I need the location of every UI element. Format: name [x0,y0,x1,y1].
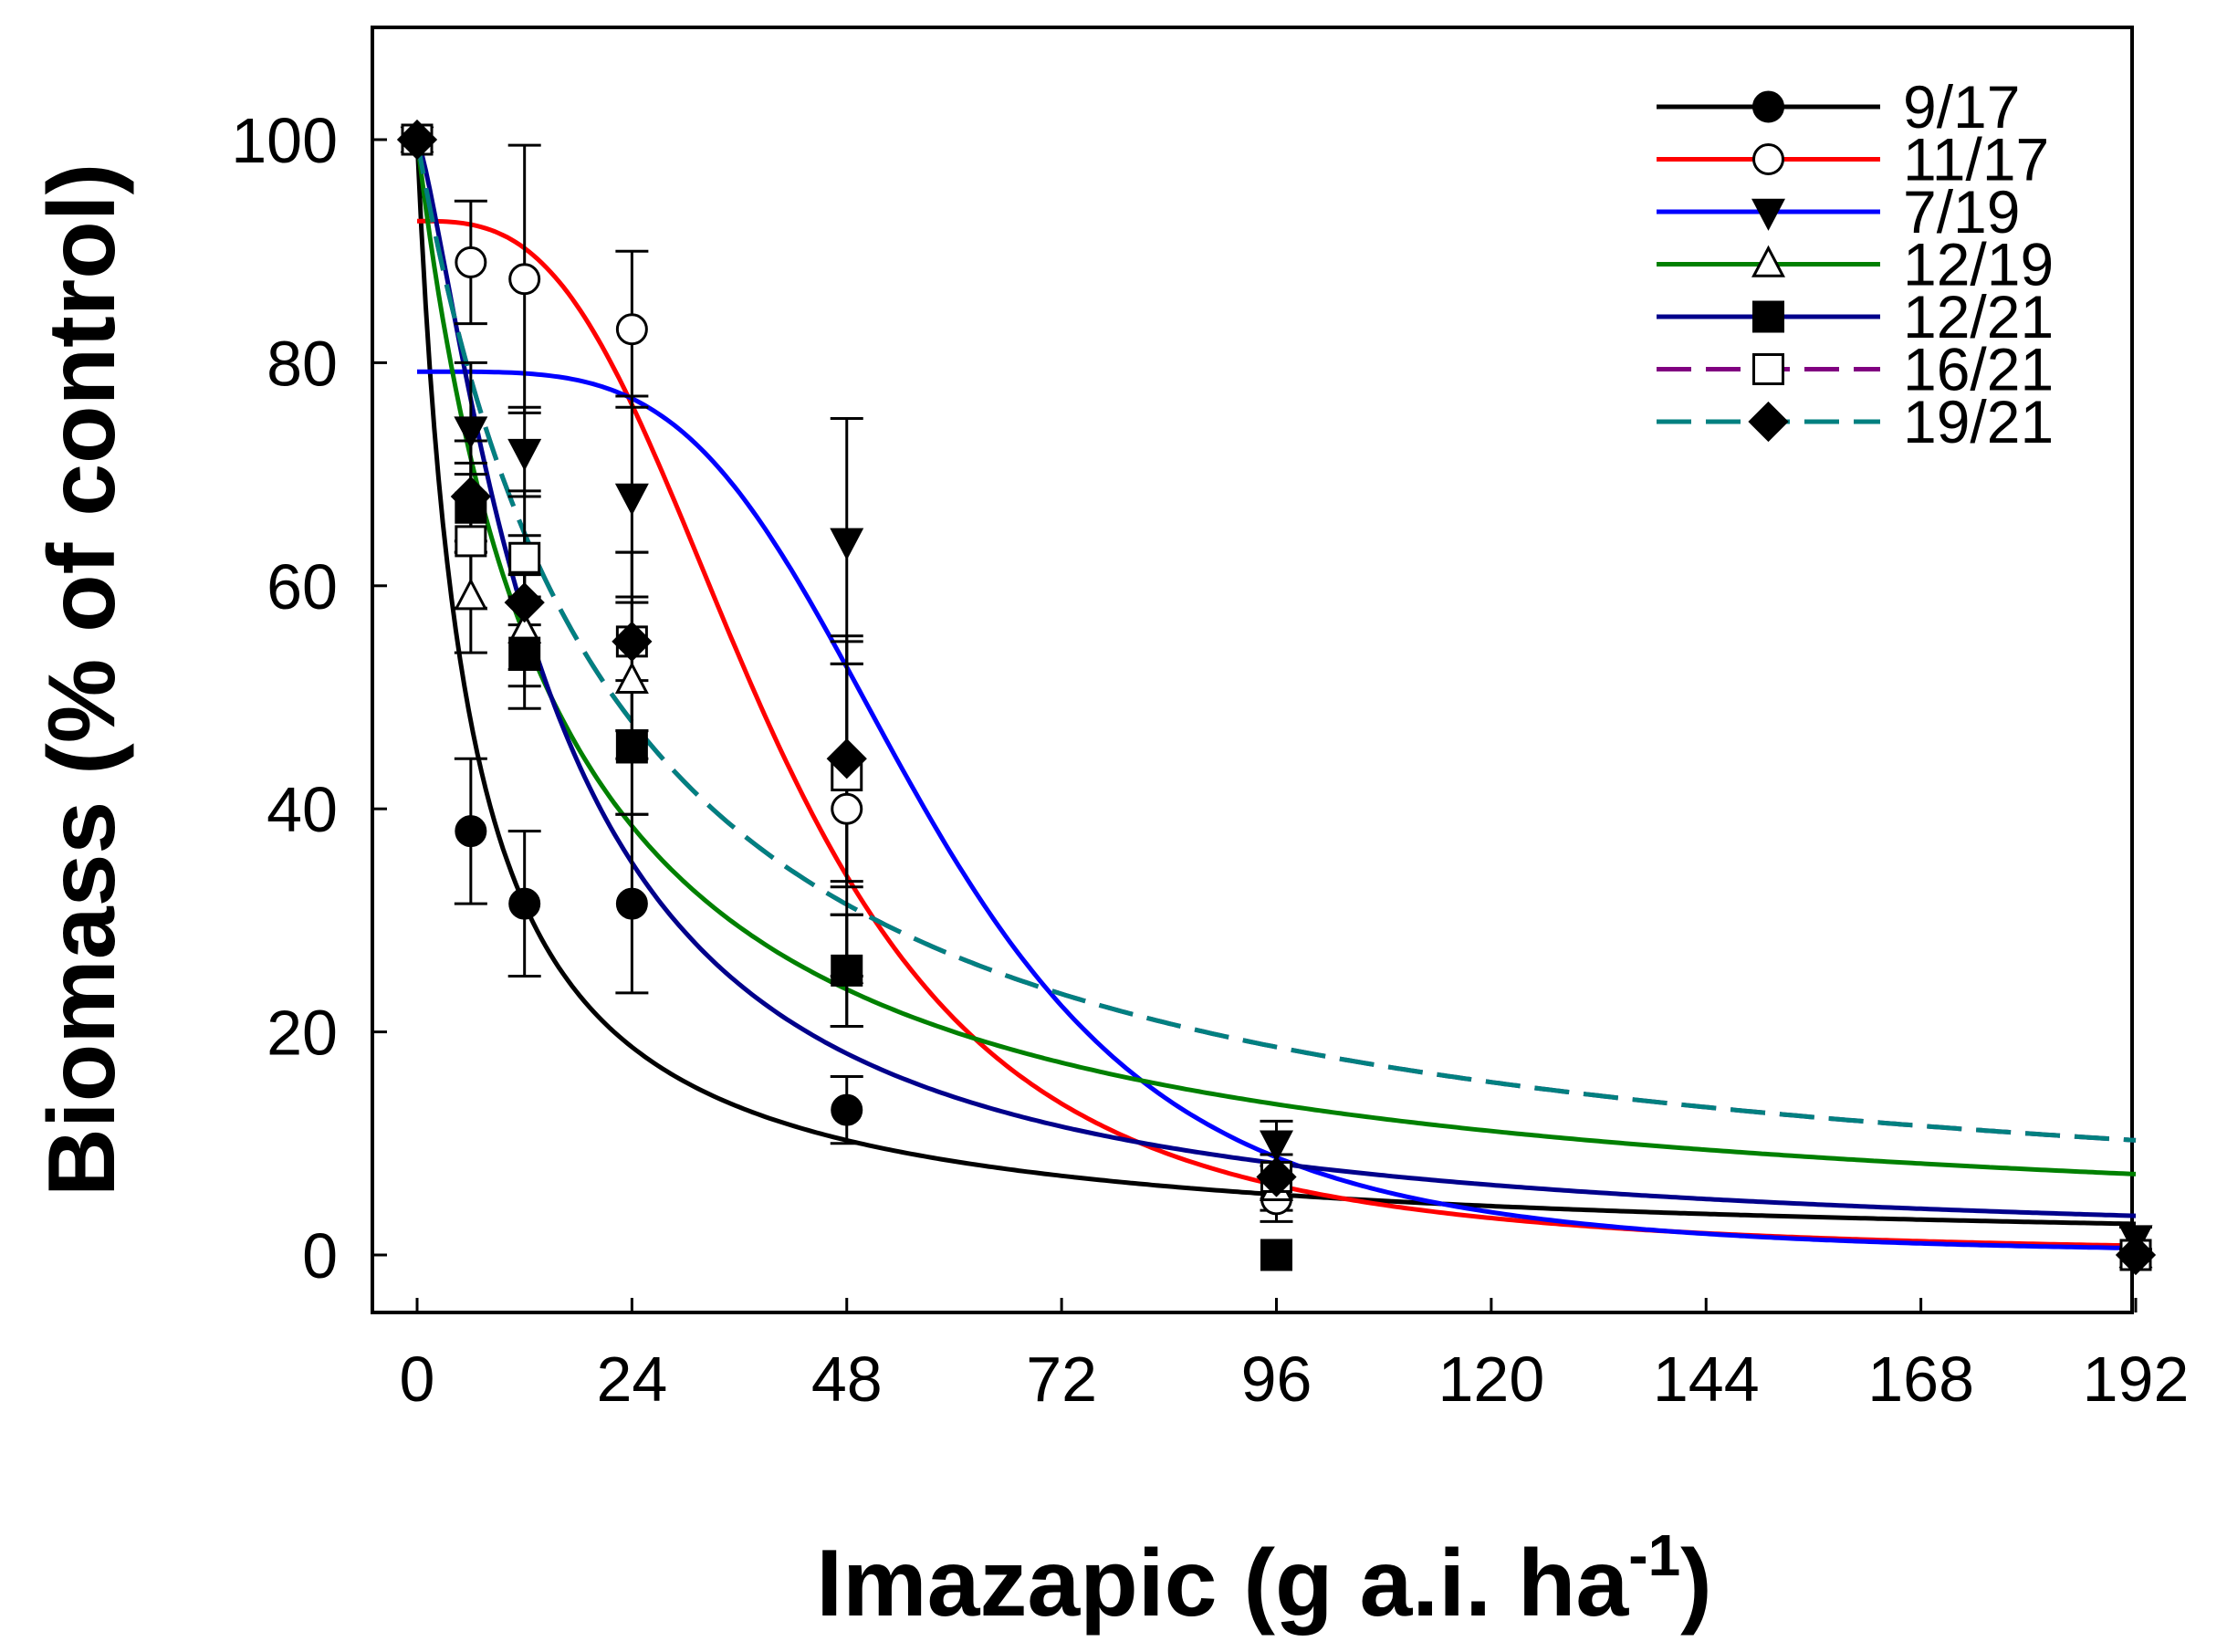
x-axis-title: Imazapic (g a.i. ha-1) [816,1522,1712,1636]
data-point [615,887,648,920]
data-point [450,476,491,518]
data-point [615,731,648,764]
y-tick-label: 40 [267,774,338,845]
legend-marker [1751,198,1785,231]
legend-marker [1752,300,1784,333]
legend-marker [1752,90,1784,123]
x-tick-label: 96 [1241,1344,1312,1415]
y-axis-title: Biomass (% of control) [29,163,135,1197]
x-tick-label: 72 [1026,1344,1097,1415]
legend-label: 12/19 [1903,231,2054,298]
legend-label: 19/21 [1903,388,2054,455]
data-points [396,119,2157,1276]
plot-frame [371,26,2134,1314]
data-point [504,582,545,623]
data-point [508,541,541,574]
data-point [455,815,487,848]
data-point [614,483,649,516]
y-tick-label: 20 [267,998,338,1069]
error-bars [454,143,2152,1251]
data-point [831,792,863,825]
legend-marker [1748,401,1789,443]
x-tick-label: 120 [1438,1344,1544,1415]
fit-curve-12-21 [414,139,2137,1218]
x-tick-label: 144 [1653,1344,1760,1415]
x-tick-label: 0 [400,1344,435,1415]
data-point [454,416,488,449]
legend-label: 9/17 [1903,73,2020,141]
data-point [831,954,863,987]
data-point [830,528,864,560]
x-tick-label: 24 [596,1344,667,1415]
x-tick-label: 48 [811,1344,883,1415]
data-point [1256,1156,1297,1197]
y-tick-label: 100 [231,105,338,176]
x-axis-ticks: 0 24 48 72 96 120 144 168 192 [400,1298,2190,1415]
data-point [455,246,487,278]
fit-curve-16-21 [414,139,2137,1143]
x-tick-label: 192 [2083,1344,2190,1415]
data-point [508,887,541,920]
data-point [2115,1234,2157,1276]
data-point [826,738,867,779]
data-point [615,313,648,346]
fit-curves [414,139,2137,1250]
fit-curve-19-21 [414,139,2137,1143]
data-point [454,578,488,611]
y-tick-label: 0 [302,1220,338,1291]
data-point [1260,1130,1293,1163]
data-point [508,636,541,669]
legend-marker [1752,143,1784,175]
y-axis-ticks: 0 20 40 60 80 100 [231,105,387,1291]
fit-curve-11-17 [417,218,2136,1249]
legend-marker [1751,245,1785,277]
y-tick-label: 60 [267,551,338,622]
data-point [396,119,438,161]
data-point [507,438,542,471]
data-point [1260,1239,1292,1271]
y-tick-label: 80 [267,328,338,399]
data-point [455,525,487,558]
data-point [614,661,649,694]
fit-curve-9-17 [414,139,2137,1227]
legend-label: 16/21 [1903,336,2054,403]
x-tick-label: 168 [1867,1344,1974,1415]
legend-marker [1752,353,1784,385]
data-point [508,263,541,296]
legend-label: 11/17 [1903,126,2049,193]
data-point [831,1093,863,1126]
data-point [612,621,653,663]
fit-curve-12-19 [414,139,2137,1176]
legend-label: 12/21 [1903,283,2054,350]
legend-label: 7/19 [1903,178,2020,246]
